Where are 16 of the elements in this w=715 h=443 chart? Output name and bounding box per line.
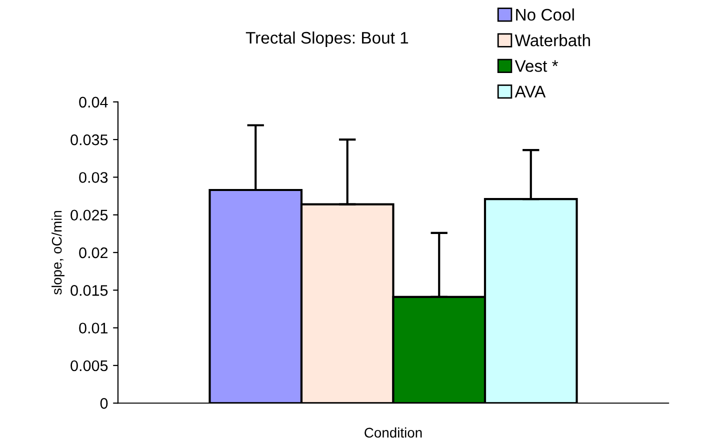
y-axis-title: slope, oC/min bbox=[52, 210, 64, 295]
y-tick-label: 0.035 bbox=[70, 134, 108, 146]
y-tick-label: 0.025 bbox=[70, 210, 108, 221]
y-tick-label: 0.015 bbox=[70, 285, 108, 296]
legend-label: Vest * bbox=[514, 60, 558, 72]
y-tick-label: 0.005 bbox=[70, 360, 108, 372]
legend-label: No Cool bbox=[516, 8, 574, 21]
y-tick-label: 0 bbox=[100, 398, 108, 409]
y-tick-label: 0.03 bbox=[79, 172, 108, 183]
legend-label: AVA bbox=[514, 86, 546, 98]
y-tick-label: 0.04 bbox=[79, 96, 108, 108]
legend-label: Waterbath bbox=[514, 34, 590, 46]
x-axis-title: Condition bbox=[364, 427, 422, 438]
chart-title: Trectal Slopes: Bout 1 bbox=[246, 31, 408, 48]
y-tick-label: 0.01 bbox=[79, 322, 108, 334]
y-tick-label: 0.02 bbox=[79, 247, 108, 258]
